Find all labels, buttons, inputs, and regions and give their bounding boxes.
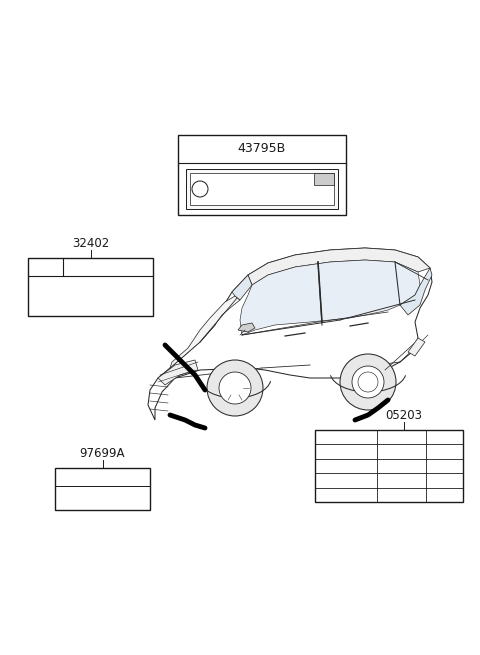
Polygon shape (248, 248, 430, 285)
Text: 43795B: 43795B (238, 143, 286, 155)
Polygon shape (238, 323, 255, 332)
Bar (55, 468, 150, 510)
Circle shape (192, 181, 208, 197)
Polygon shape (232, 275, 252, 300)
Bar (190, 173, 334, 205)
Text: 97699A: 97699A (80, 447, 125, 460)
Polygon shape (240, 260, 420, 335)
Bar (178, 135, 346, 215)
Polygon shape (148, 248, 432, 420)
Polygon shape (408, 338, 425, 356)
Polygon shape (158, 360, 198, 385)
Bar (315, 430, 463, 502)
Text: 32402: 32402 (72, 237, 109, 250)
Circle shape (352, 366, 384, 398)
Circle shape (358, 372, 378, 392)
Circle shape (207, 360, 263, 416)
Bar (186, 169, 338, 209)
Polygon shape (170, 296, 240, 368)
Bar (28, 258, 153, 316)
Polygon shape (400, 268, 432, 315)
Circle shape (340, 354, 396, 410)
Bar (314, 173, 334, 185)
Text: 05203: 05203 (385, 409, 422, 422)
Circle shape (219, 372, 251, 404)
